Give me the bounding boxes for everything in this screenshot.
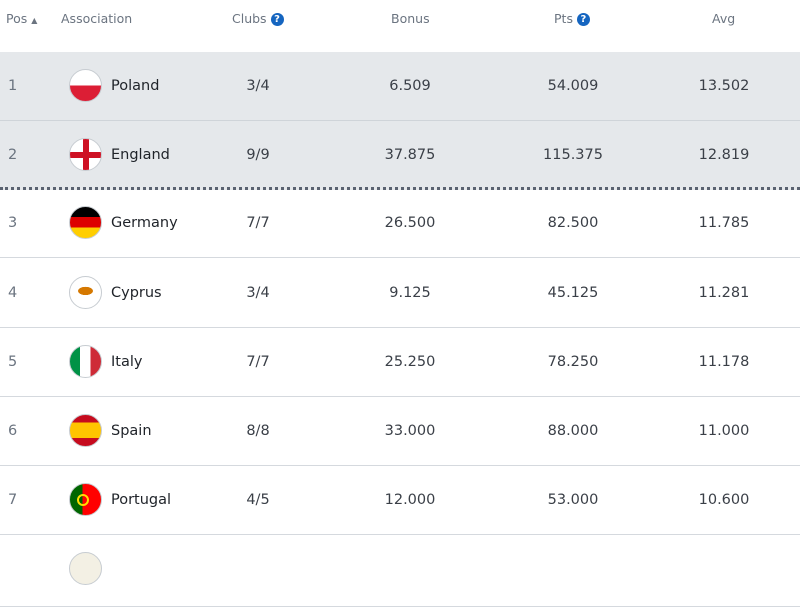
bonus-value: 6.509 (389, 78, 431, 94)
bonus-value: 25.250 (384, 354, 436, 370)
association-name[interactable]: Portugal (111, 492, 172, 508)
bonus-value: 9.125 (389, 285, 431, 301)
table-row-partial (0, 538, 800, 607)
association-name[interactable]: Cyprus (111, 285, 162, 301)
clubs-value: 7/7 (246, 354, 270, 370)
clubs-label: Clubs (232, 11, 267, 26)
table-row[interactable]: 2 England 9/9 37.875 115.375 12.819 (0, 121, 800, 190)
table-header: Pos ▲ Association Clubs? Bonus Pts? Avg (0, 0, 800, 52)
table-row[interactable]: 3 Germany 7/7 26.500 82.500 11.785 (0, 189, 800, 258)
association-name[interactable]: England (111, 147, 170, 163)
clubs-header[interactable]: Clubs? (232, 11, 284, 26)
portugal-flag-icon (69, 483, 102, 516)
position: 4 (8, 285, 18, 301)
bonus-header[interactable]: Bonus (391, 11, 430, 26)
association-name[interactable]: Italy (111, 354, 143, 370)
table-row[interactable]: 5 Italy 7/7 25.250 78.250 11.178 (0, 328, 800, 397)
flag-icon (69, 552, 102, 585)
bonus-value: 33.000 (384, 423, 436, 439)
avg-value: 11.178 (698, 354, 750, 370)
bonus-value: 12.000 (384, 492, 436, 508)
pts-header[interactable]: Pts? (554, 11, 590, 26)
clubs-value: 3/4 (246, 285, 270, 301)
table-row[interactable]: 1 Poland 3/4 6.509 54.009 13.502 (0, 52, 800, 121)
pts-value: 88.000 (547, 423, 599, 439)
england-flag-icon (69, 138, 102, 171)
association-header[interactable]: Association (61, 11, 133, 26)
avg-value: 11.785 (698, 215, 750, 231)
sort-pos-header[interactable]: Pos ▲ (6, 11, 37, 26)
pts-value: 45.125 (547, 285, 599, 301)
germany-flag-icon (69, 206, 102, 239)
position: 2 (8, 147, 18, 163)
help-icon[interactable]: ? (270, 13, 284, 26)
italy-flag-icon (69, 345, 102, 378)
help-icon[interactable]: ? (576, 13, 590, 26)
avg-value: 13.502 (698, 78, 750, 94)
pts-value: 53.000 (547, 492, 599, 508)
poland-flag-icon (69, 69, 102, 102)
pts-label: Pts (554, 11, 573, 26)
clubs-value: 8/8 (246, 423, 270, 439)
avg-value: 12.819 (698, 147, 750, 163)
avg-value: 11.281 (698, 285, 750, 301)
position: 5 (8, 354, 18, 370)
table-row[interactable]: 4 Cyprus 3/4 9.125 45.125 11.281 (0, 259, 800, 328)
position: 1 (8, 78, 18, 94)
bonus-value: 37.875 (384, 147, 436, 163)
sort-asc-icon: ▲ (31, 16, 38, 25)
clubs-value: 7/7 (246, 215, 270, 231)
association-name[interactable]: Spain (111, 423, 152, 439)
position: 6 (8, 423, 18, 439)
association-name[interactable]: Poland (111, 78, 160, 94)
clubs-value: 4/5 (246, 492, 270, 508)
pts-value: 54.009 (547, 78, 599, 94)
pts-value: 115.375 (543, 147, 603, 163)
bonus-value: 26.500 (384, 215, 436, 231)
table-row[interactable]: 6 Spain 8/8 33.000 88.000 11.000 (0, 397, 800, 466)
association-name[interactable]: Germany (111, 215, 178, 231)
spain-flag-icon (69, 414, 102, 447)
avg-header[interactable]: Avg (712, 11, 736, 26)
position: 7 (8, 492, 18, 508)
clubs-value: 3/4 (246, 78, 270, 94)
position: 3 (8, 215, 18, 231)
avg-value: 10.600 (698, 492, 750, 508)
pts-value: 82.500 (547, 215, 599, 231)
pts-value: 78.250 (547, 354, 599, 370)
avg-value: 11.000 (698, 423, 750, 439)
pos-label: Pos (6, 11, 28, 26)
table-row[interactable]: 7 Portugal 4/5 12.000 53.000 10.600 (0, 466, 800, 535)
clubs-value: 9/9 (246, 147, 270, 163)
cyprus-flag-icon (69, 276, 102, 309)
